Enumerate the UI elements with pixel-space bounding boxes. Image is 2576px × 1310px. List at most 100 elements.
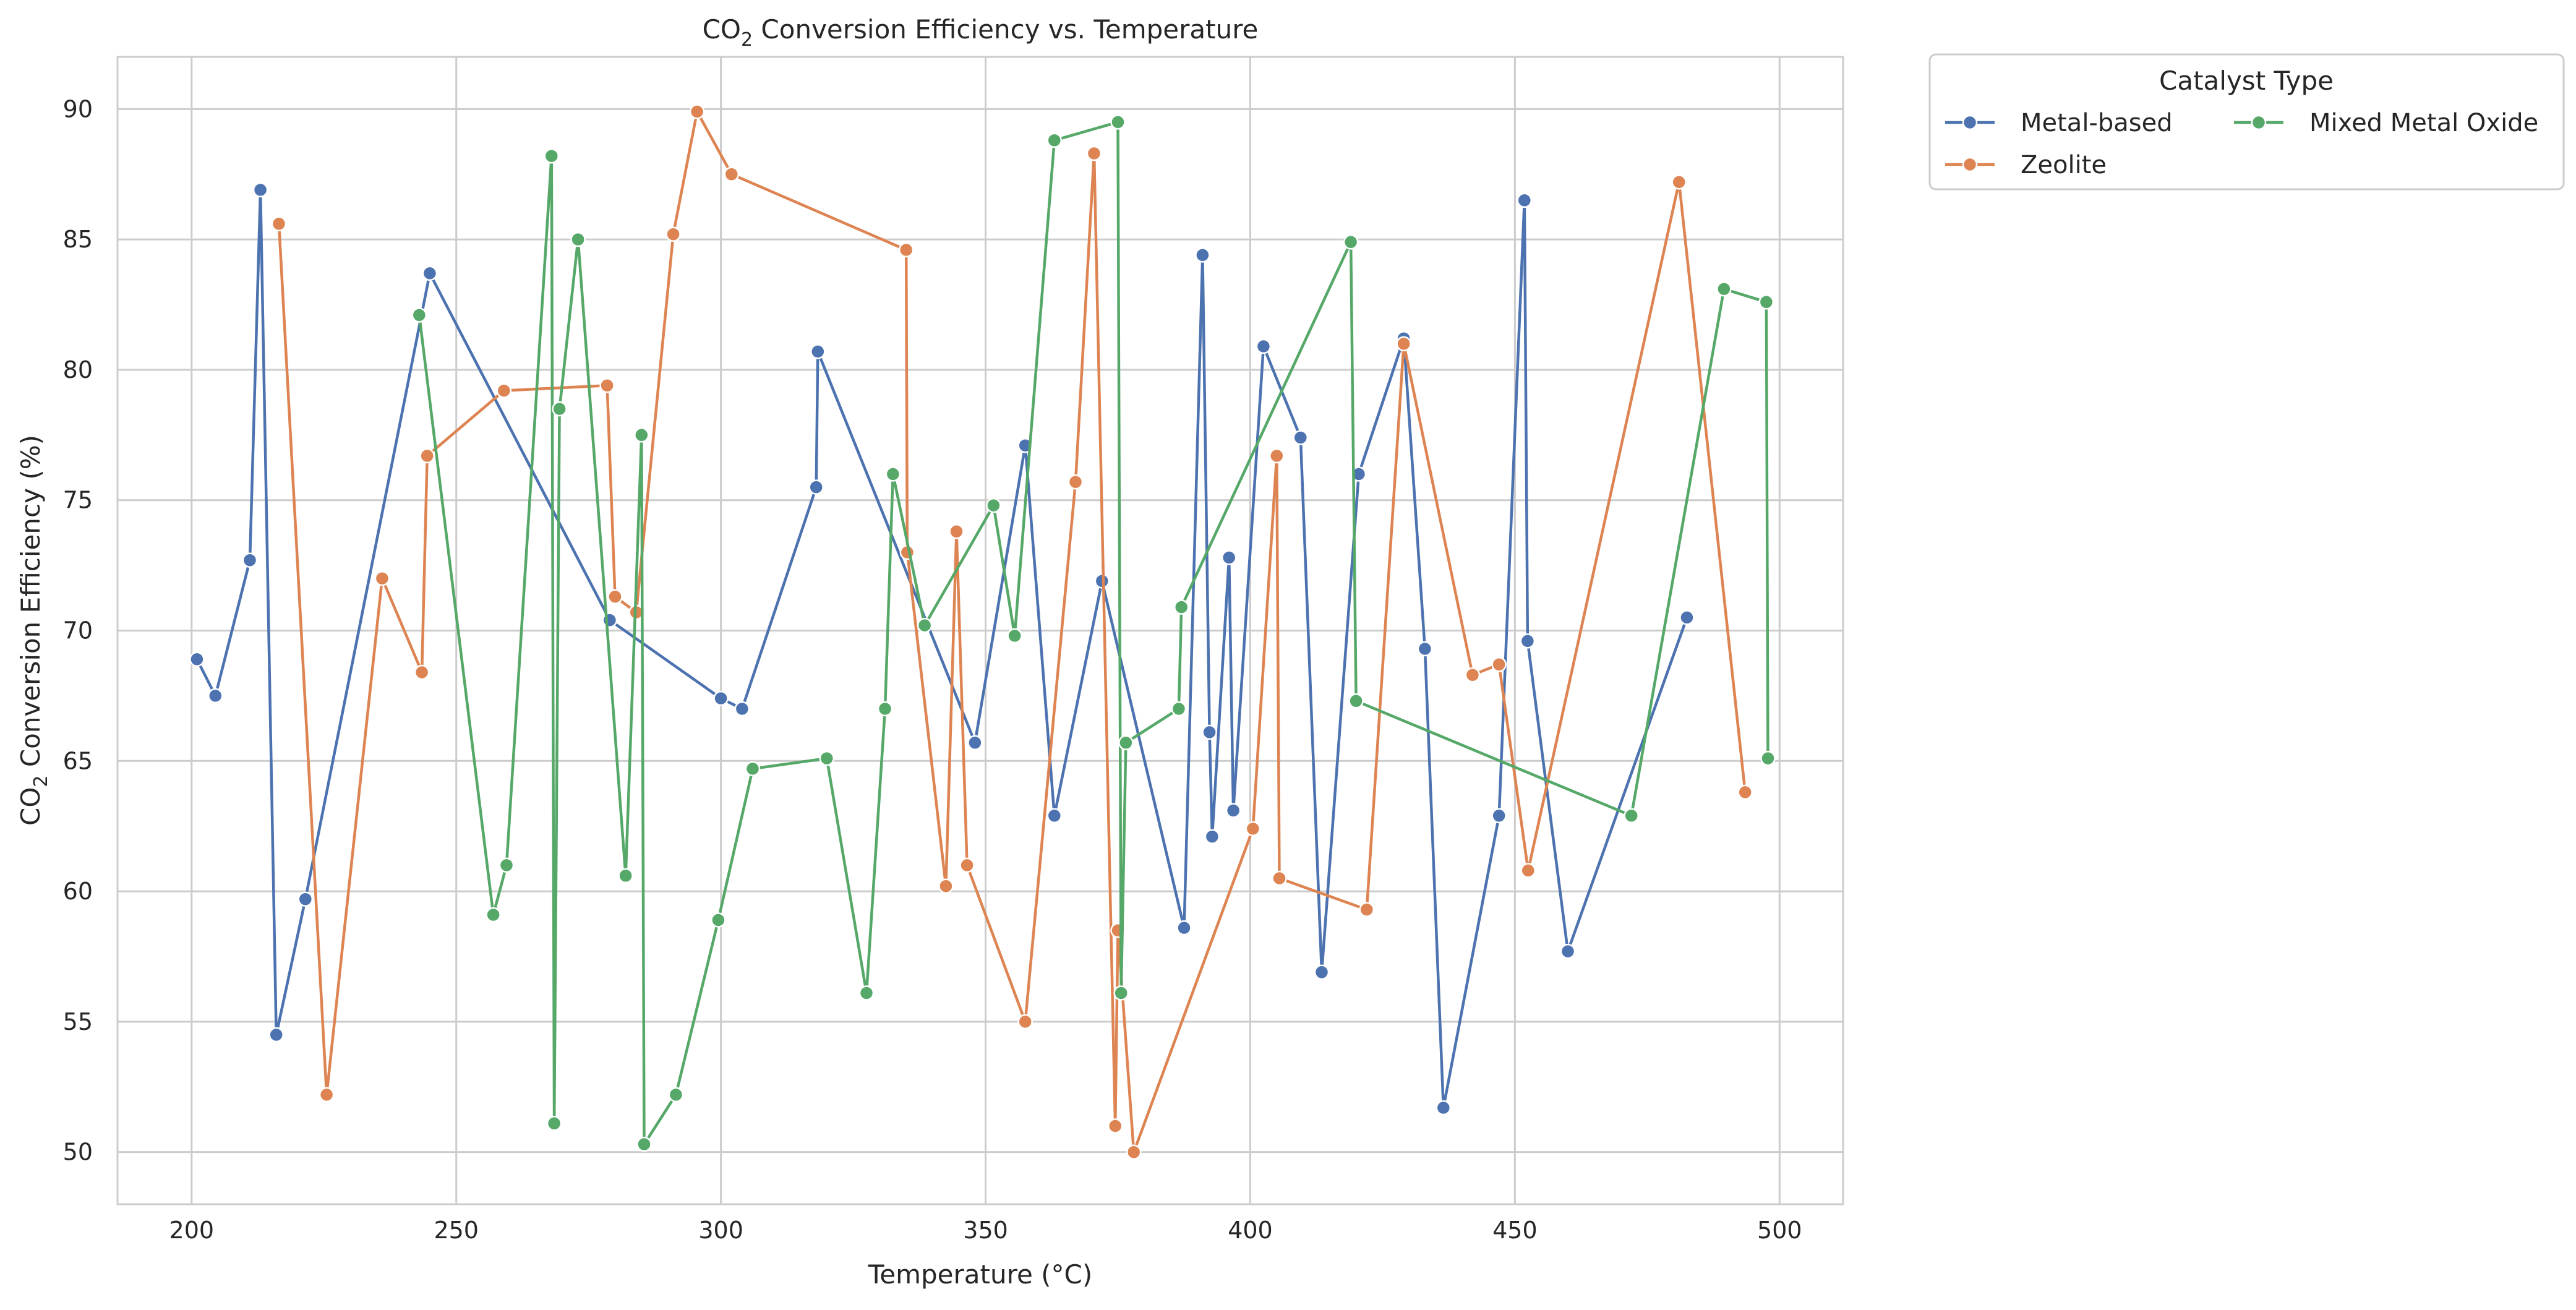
y-tick-label: 85 xyxy=(63,226,93,253)
legend-title: Catalyst Type xyxy=(2159,66,2334,96)
data-point-metal-based xyxy=(1202,724,1217,740)
data-point-metal-based xyxy=(808,479,824,495)
x-tick-label: 250 xyxy=(434,1217,479,1244)
y-tick-label: 50 xyxy=(63,1139,93,1166)
data-point-zeolite xyxy=(1671,174,1687,190)
y-tick-label: 60 xyxy=(63,878,93,905)
legend-label-metal-based: Metal-based xyxy=(2021,109,2173,137)
data-point-zeolite xyxy=(949,524,964,539)
data-point-zeolite xyxy=(319,1087,335,1103)
data-point-mixed-metal-oxide xyxy=(486,907,501,923)
data-point-metal-based xyxy=(297,891,314,907)
data-point-zeolite xyxy=(689,104,705,119)
data-point-zeolite xyxy=(938,878,954,894)
data-point-mixed-metal-oxide xyxy=(618,868,633,884)
data-point-mixed-metal-oxide xyxy=(570,231,586,247)
data-point-zeolite xyxy=(419,448,435,464)
x-tick-label: 400 xyxy=(1228,1217,1273,1244)
data-point-metal-based xyxy=(242,552,258,568)
data-point-mixed-metal-oxide xyxy=(411,307,427,323)
data-point-mixed-metal-oxide xyxy=(1173,599,1189,615)
data-point-metal-based xyxy=(713,690,729,706)
legend-label-zeolite: Zeolite xyxy=(2021,151,2107,179)
data-point-zeolite xyxy=(1359,902,1375,917)
y-axis-label-suffix: Conversion Efficiency (%) xyxy=(15,435,46,776)
y-tick-label: 75 xyxy=(63,487,93,514)
data-point-zeolite xyxy=(1272,870,1287,886)
data-point-mixed-metal-oxide xyxy=(819,750,835,766)
data-point-metal-based xyxy=(1351,466,1367,482)
data-point-metal-based xyxy=(422,265,438,281)
data-point-mixed-metal-oxide xyxy=(1624,808,1639,824)
data-point-mixed-metal-oxide xyxy=(634,427,649,443)
y-axis-label-group: CO2 Conversion Efficiency (%) xyxy=(15,435,52,826)
data-point-zeolite xyxy=(724,166,740,182)
data-point-zeolite xyxy=(414,664,430,680)
chart-title-suffix: Conversion Efficiency vs. Temperature xyxy=(753,14,1258,45)
data-point-zeolite xyxy=(1245,821,1261,837)
x-tick-label: 450 xyxy=(1492,1217,1538,1244)
data-point-metal-based xyxy=(810,344,826,359)
chart-title-subscript: 2 xyxy=(741,29,753,51)
data-point-metal-based xyxy=(1293,430,1309,445)
y-tick-label: 80 xyxy=(63,356,93,383)
x-tick-label: 350 xyxy=(963,1217,1008,1244)
y-tick-label: 90 xyxy=(63,95,93,122)
data-point-mixed-metal-oxide xyxy=(711,912,726,928)
data-point-mixed-metal-oxide xyxy=(877,701,893,717)
x-tick-label: 200 xyxy=(169,1217,215,1244)
x-tick-label: 300 xyxy=(698,1217,743,1244)
data-point-zeolite xyxy=(1491,657,1507,672)
data-point-mixed-metal-oxide xyxy=(1343,234,1359,250)
legend-marker-metal-based xyxy=(1962,114,1978,131)
data-point-mixed-metal-oxide xyxy=(1118,735,1134,751)
legend-marker-zeolite xyxy=(1962,156,1978,173)
data-point-mixed-metal-oxide xyxy=(1171,701,1187,717)
data-point-zeolite xyxy=(1017,1014,1033,1030)
data-point-metal-based xyxy=(1314,964,1330,980)
data-point-metal-based xyxy=(1520,633,1536,649)
y-axis-label-subscript: 2 xyxy=(30,776,52,787)
data-point-mixed-metal-oxide xyxy=(1007,628,1022,644)
chart-title-prefix: CO xyxy=(703,14,741,45)
legend-items: Metal-based Zeolite Mixed Metal Oxide xyxy=(1945,109,2538,179)
legend-item-zeolite: Zeolite xyxy=(1945,151,2107,179)
data-point-mixed-metal-oxide xyxy=(1716,281,1732,297)
data-point-metal-based xyxy=(1417,641,1433,657)
data-point-mixed-metal-oxide xyxy=(499,857,515,873)
data-point-metal-based xyxy=(967,735,983,751)
series-line-mixed-metal-oxide xyxy=(417,121,1769,1146)
data-point-zeolite xyxy=(1465,667,1481,683)
series-layer xyxy=(189,104,1776,1160)
data-point-zeolite xyxy=(898,242,914,258)
data-point-mixed-metal-oxide xyxy=(636,1136,652,1152)
data-point-metal-based xyxy=(1679,610,1695,625)
data-point-mixed-metal-oxide xyxy=(1348,693,1364,709)
data-point-mixed-metal-oxide xyxy=(745,761,761,777)
data-point-zeolite xyxy=(374,570,390,586)
data-point-metal-based xyxy=(268,1027,284,1043)
data-point-metal-based xyxy=(1225,803,1241,818)
data-point-metal-based xyxy=(1176,920,1192,936)
series-line-metal-based xyxy=(195,188,1688,1110)
data-point-zeolite xyxy=(1737,784,1753,800)
data-point-zeolite xyxy=(1269,448,1285,464)
y-tick-label: 55 xyxy=(63,1008,93,1035)
data-point-zeolite xyxy=(1086,145,1102,161)
x-axis-label: Temperature (°C) xyxy=(868,1259,1093,1290)
y-tick-label: 65 xyxy=(63,747,93,774)
data-point-mixed-metal-oxide xyxy=(552,401,567,417)
data-point-mixed-metal-oxide xyxy=(546,1116,562,1131)
data-point-mixed-metal-oxide xyxy=(1113,985,1129,1001)
data-point-metal-based xyxy=(1046,808,1063,824)
data-point-metal-based xyxy=(734,701,750,717)
data-point-mixed-metal-oxide xyxy=(986,497,1001,513)
data-point-mixed-metal-oxide xyxy=(1110,114,1126,130)
data-point-metal-based xyxy=(208,688,223,704)
data-point-zeolite xyxy=(1126,1144,1142,1160)
data-point-mixed-metal-oxide xyxy=(917,617,933,633)
y-axis-label: CO2 Conversion Efficiency (%) xyxy=(15,435,52,826)
data-point-metal-based xyxy=(1204,829,1220,844)
data-point-mixed-metal-oxide xyxy=(1760,750,1776,766)
